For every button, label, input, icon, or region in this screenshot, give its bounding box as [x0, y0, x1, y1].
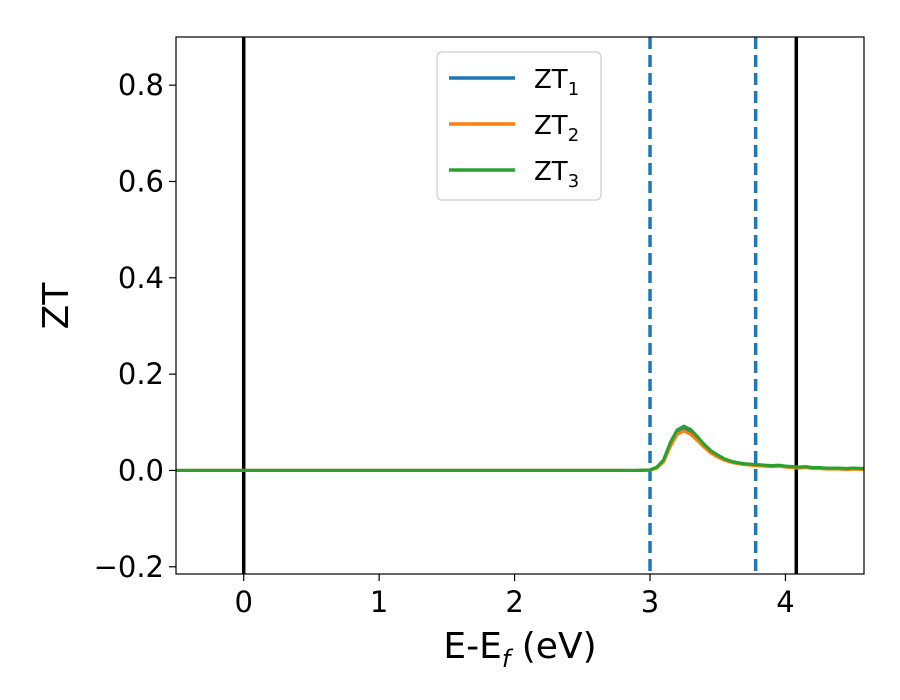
y-tick-label: 0.0: [118, 453, 164, 487]
y-tick-label: 0.2: [118, 357, 164, 391]
series-layer: [176, 424, 864, 473]
x-tick-label: 4: [776, 585, 794, 619]
legend-label: ZT2: [534, 111, 579, 146]
x-axis-ticks: 0 1 2 3 4: [234, 574, 795, 619]
y-tick-label: 0.6: [118, 164, 164, 198]
y-tick-label: 0.8: [118, 68, 164, 102]
y-tick-label: 0.4: [118, 261, 164, 295]
legend-label: ZT3: [534, 157, 579, 192]
x-tick-label: 1: [370, 585, 388, 619]
x-tick-label: 0: [234, 585, 252, 619]
x-tick-label: 3: [641, 585, 659, 619]
legend: ZT1 ZT2 ZT3: [436, 51, 602, 201]
x-axis-label: E-Ef (eV): [443, 626, 596, 673]
x-tick-label: 2: [505, 585, 523, 619]
y-axis-ticks: −0.2 0.0 0.2 0.4 0.6 0.8: [94, 68, 176, 584]
reference-lines: [241, 37, 799, 574]
legend-label: ZT1: [534, 65, 579, 100]
plot-frame: [175, 36, 865, 575]
y-tick-label: −0.2: [94, 550, 164, 584]
legend-box: [436, 51, 602, 201]
series-line-zt3: [176, 424, 864, 473]
y-axis-label: ZT: [36, 282, 77, 330]
